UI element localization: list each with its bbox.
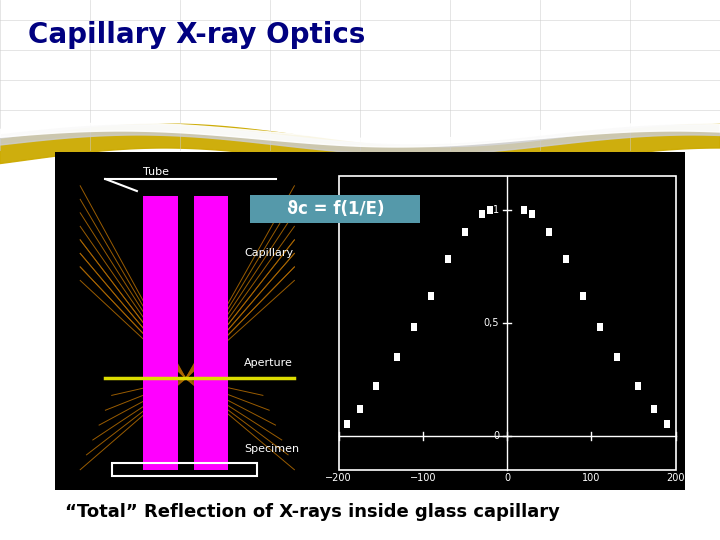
Bar bbox=[143, 196, 178, 470]
Text: 0,5: 0,5 bbox=[484, 318, 499, 328]
Bar bbox=[597, 323, 603, 331]
Bar bbox=[613, 353, 620, 361]
Text: 1: 1 bbox=[493, 205, 499, 214]
Bar bbox=[344, 421, 350, 428]
Text: 0: 0 bbox=[504, 473, 510, 483]
Bar bbox=[546, 228, 552, 236]
Bar bbox=[251, 195, 420, 223]
Bar bbox=[395, 353, 400, 361]
Bar bbox=[580, 292, 586, 300]
Text: 200: 200 bbox=[666, 473, 685, 483]
Bar bbox=[445, 255, 451, 264]
Text: −100: −100 bbox=[410, 473, 436, 483]
Bar bbox=[563, 255, 569, 264]
Bar bbox=[194, 196, 228, 470]
Bar bbox=[487, 206, 493, 214]
Text: Specimen: Specimen bbox=[244, 444, 299, 455]
Text: 0: 0 bbox=[493, 431, 499, 441]
Bar bbox=[664, 421, 670, 428]
Text: ϑc = f(1/E): ϑc = f(1/E) bbox=[287, 200, 384, 218]
Bar bbox=[112, 463, 256, 476]
Bar bbox=[411, 323, 418, 331]
Text: Capillary: Capillary bbox=[244, 248, 293, 259]
Bar bbox=[55, 152, 685, 490]
Text: Tube: Tube bbox=[143, 167, 169, 177]
Bar bbox=[521, 206, 527, 214]
Text: “Total” Reflection of X-rays inside glass capillary: “Total” Reflection of X-rays inside glas… bbox=[65, 503, 560, 521]
Bar bbox=[374, 382, 379, 390]
Bar bbox=[479, 210, 485, 218]
Text: 100: 100 bbox=[582, 473, 600, 483]
Text: Aperture: Aperture bbox=[244, 359, 293, 368]
Bar bbox=[356, 404, 363, 413]
Bar bbox=[529, 210, 535, 218]
Bar bbox=[462, 228, 468, 236]
Bar bbox=[634, 382, 641, 390]
Bar bbox=[338, 176, 675, 470]
Bar bbox=[652, 404, 657, 413]
Text: Capillary X-ray Optics: Capillary X-ray Optics bbox=[28, 21, 365, 49]
Text: −200: −200 bbox=[325, 473, 352, 483]
Bar bbox=[428, 292, 434, 300]
